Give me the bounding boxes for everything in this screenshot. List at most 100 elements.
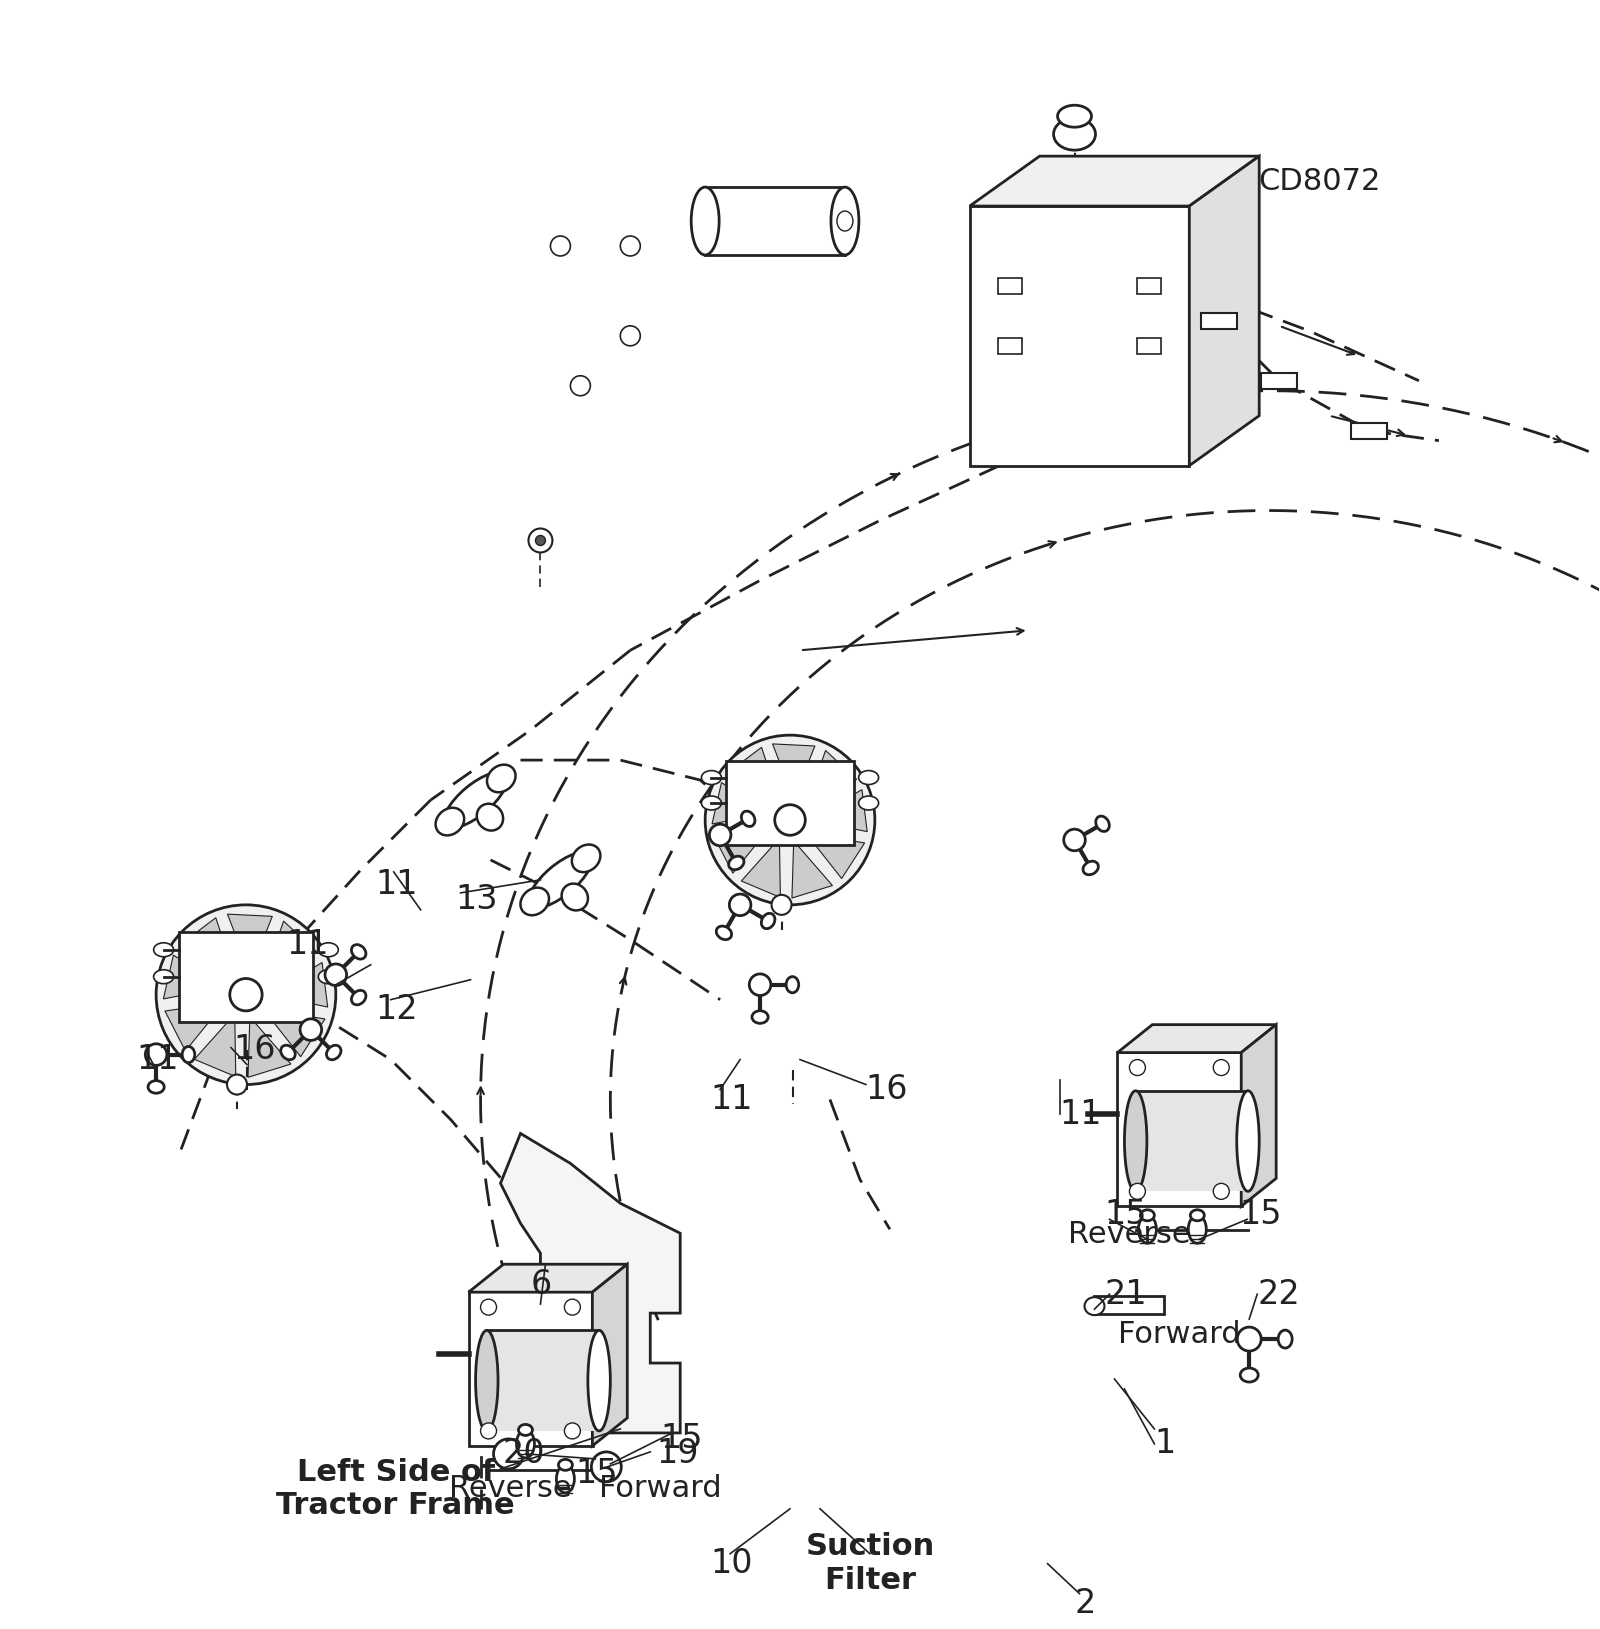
Bar	[998, 337, 1022, 353]
Circle shape	[709, 824, 731, 845]
Ellipse shape	[280, 1046, 296, 1060]
Circle shape	[570, 376, 590, 396]
Ellipse shape	[1237, 1091, 1259, 1191]
Circle shape	[1213, 1059, 1229, 1075]
Ellipse shape	[701, 771, 722, 785]
Polygon shape	[165, 1002, 226, 1051]
Circle shape	[146, 1044, 166, 1065]
Text: 12: 12	[376, 994, 418, 1026]
Text: 16: 16	[234, 1033, 275, 1065]
Bar	[469, 1292, 594, 1447]
Circle shape	[536, 536, 546, 546]
Circle shape	[528, 528, 552, 552]
Circle shape	[565, 1300, 581, 1315]
Polygon shape	[501, 1134, 680, 1434]
Text: Forward: Forward	[1118, 1319, 1240, 1349]
Polygon shape	[163, 955, 226, 999]
Circle shape	[1130, 1183, 1146, 1199]
Text: Suction
Filter: Suction Filter	[805, 1533, 934, 1595]
Polygon shape	[714, 828, 770, 873]
Bar	[1202, 313, 1237, 329]
Bar	[706, 187, 845, 256]
Ellipse shape	[859, 797, 878, 810]
Ellipse shape	[318, 943, 338, 956]
Circle shape	[565, 1424, 581, 1438]
Ellipse shape	[154, 943, 173, 956]
Ellipse shape	[445, 772, 507, 828]
Polygon shape	[728, 748, 779, 801]
Text: Reverse: Reverse	[1069, 1220, 1190, 1249]
Bar	[726, 761, 854, 845]
Ellipse shape	[149, 1080, 165, 1093]
Text: 1: 1	[1154, 1427, 1176, 1461]
Circle shape	[325, 964, 347, 986]
Ellipse shape	[558, 1460, 573, 1471]
Ellipse shape	[741, 811, 755, 826]
Text: 20: 20	[502, 1437, 546, 1471]
Text: 15: 15	[1240, 1197, 1282, 1232]
Circle shape	[230, 979, 262, 1012]
Circle shape	[1237, 1328, 1261, 1350]
Text: Reverse: Reverse	[450, 1474, 571, 1504]
Ellipse shape	[518, 1424, 533, 1435]
Ellipse shape	[1240, 1368, 1258, 1381]
Text: 15: 15	[661, 1422, 702, 1455]
Circle shape	[730, 894, 750, 915]
Ellipse shape	[182, 1046, 195, 1062]
Text: 16: 16	[866, 1074, 907, 1106]
Circle shape	[480, 1300, 496, 1315]
Ellipse shape	[859, 771, 878, 785]
Ellipse shape	[318, 969, 338, 984]
Polygon shape	[248, 1016, 291, 1077]
Circle shape	[480, 1424, 496, 1438]
Ellipse shape	[530, 852, 592, 907]
Polygon shape	[741, 839, 781, 898]
Circle shape	[301, 1018, 322, 1041]
Ellipse shape	[1083, 862, 1098, 875]
Circle shape	[771, 894, 792, 915]
Polygon shape	[970, 205, 1189, 466]
Ellipse shape	[486, 764, 515, 792]
Ellipse shape	[701, 797, 722, 810]
Circle shape	[227, 1075, 246, 1095]
Polygon shape	[712, 782, 770, 824]
Text: 11: 11	[376, 868, 418, 901]
Ellipse shape	[587, 1331, 610, 1430]
Polygon shape	[1117, 1025, 1277, 1052]
Text: CD8072: CD8072	[1258, 166, 1381, 195]
Circle shape	[1064, 829, 1085, 850]
Polygon shape	[806, 834, 864, 878]
Text: 11: 11	[1059, 1098, 1102, 1131]
Text: 22: 22	[1258, 1277, 1299, 1311]
Polygon shape	[1242, 1025, 1277, 1207]
Ellipse shape	[1278, 1331, 1293, 1349]
Bar	[1261, 373, 1298, 389]
Polygon shape	[1189, 156, 1259, 466]
Ellipse shape	[786, 977, 798, 992]
Text: Forward: Forward	[598, 1474, 722, 1504]
Circle shape	[550, 236, 570, 256]
Bar	[1138, 337, 1162, 353]
Ellipse shape	[1139, 1215, 1157, 1243]
Ellipse shape	[1190, 1210, 1205, 1220]
Polygon shape	[806, 751, 856, 806]
Ellipse shape	[1141, 1210, 1154, 1220]
Ellipse shape	[752, 1010, 768, 1023]
Polygon shape	[227, 914, 272, 973]
Circle shape	[774, 805, 805, 836]
Text: 15: 15	[1104, 1197, 1147, 1232]
Circle shape	[1213, 1183, 1229, 1199]
Bar	[1136, 1091, 1248, 1191]
Text: 2: 2	[1075, 1587, 1096, 1621]
Circle shape	[157, 904, 336, 1085]
Circle shape	[493, 1438, 523, 1469]
Ellipse shape	[717, 925, 731, 940]
Ellipse shape	[557, 1464, 574, 1492]
Polygon shape	[269, 963, 328, 1007]
Text: 6: 6	[531, 1267, 552, 1300]
Ellipse shape	[1085, 1297, 1104, 1315]
Polygon shape	[195, 1015, 235, 1077]
Polygon shape	[811, 790, 867, 832]
Ellipse shape	[1189, 1215, 1206, 1243]
Ellipse shape	[728, 857, 744, 870]
